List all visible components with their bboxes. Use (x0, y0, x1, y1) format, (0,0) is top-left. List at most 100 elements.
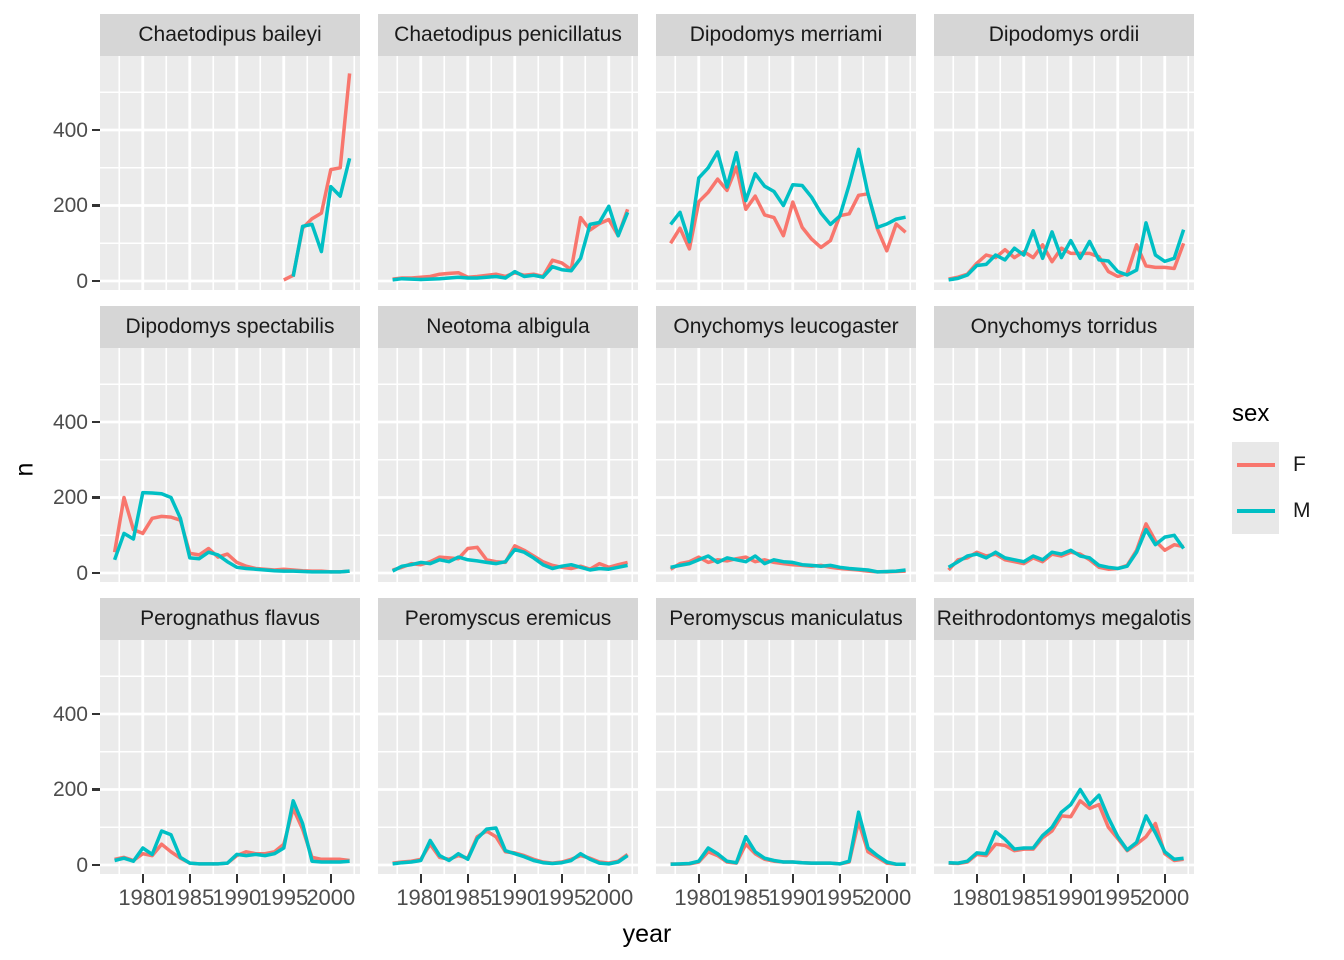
x-tick-label: 1995 (1093, 885, 1143, 910)
series-line-m (392, 826, 629, 866)
x-tick-label: 1980 (396, 885, 446, 910)
facet-strip-title: Peromyscus maniculatus (656, 598, 916, 640)
facet-strip-title: Chaetodipus penicillatus (378, 14, 638, 56)
y-tick-mark (92, 788, 100, 791)
y-tick-mark (92, 204, 100, 207)
facet-strip-title: Dipodomys merriami (656, 14, 916, 56)
y-tick-label: 200 (52, 194, 88, 217)
y-tick-mark (92, 571, 100, 575)
series-line-m (670, 810, 906, 866)
y-tick-mark (92, 863, 100, 867)
facet-panel (378, 53, 638, 290)
facet-strip-title: Peromyscus eremicus (378, 598, 638, 640)
facet-plot-area (378, 53, 638, 290)
y-tick-label: 400 (52, 410, 88, 434)
x-tick-label: 1980 (118, 885, 168, 910)
series-line-m (112, 490, 350, 574)
x-tick-label: 2000 (306, 885, 356, 910)
x-tick-mark (1116, 874, 1120, 883)
legend-title: sex (1232, 400, 1270, 427)
y-tick-mark (92, 128, 100, 132)
facet-strip-title: Onychomys leucogaster (656, 306, 916, 348)
facet-panel (934, 345, 1194, 582)
y-axis-title: n (10, 462, 39, 477)
x-tick-label: 1990 (768, 885, 818, 910)
y-tick-label: 400 (52, 118, 88, 142)
series-line-m (948, 221, 1186, 282)
legend-key-female: F (1232, 442, 1342, 488)
x-tick-mark (282, 874, 286, 883)
x-tick-mark (513, 874, 517, 883)
series-line-f (283, 73, 352, 282)
y-tick-mark (92, 279, 100, 283)
x-tick-label: 1980 (674, 885, 724, 910)
facet-panel (378, 637, 638, 874)
y-tick-mark (92, 420, 100, 424)
facet-panel (378, 345, 638, 582)
x-tick-mark (141, 874, 145, 883)
x-tick-label: 1990 (212, 885, 262, 910)
x-tick-label: 1985 (999, 885, 1049, 910)
series-line-m (391, 547, 628, 573)
legend-swatch-female (1232, 442, 1279, 488)
facet-plot-area (934, 637, 1194, 874)
y-tick-label: 200 (52, 486, 88, 509)
facet-strip-title: Onychomys torridus (934, 306, 1194, 348)
legend: sex F M (1232, 400, 1342, 534)
x-tick-mark (975, 874, 979, 883)
facet-plot-area (100, 637, 360, 874)
x-tick-label: 2000 (1140, 885, 1190, 910)
facet-strip-title: Dipodomys spectabilis (100, 306, 360, 348)
x-tick-mark (607, 874, 611, 883)
legend-label-male: M (1293, 499, 1311, 522)
x-tick-label: 1995 (259, 885, 309, 910)
facet-strip-title: Perognathus flavus (100, 598, 360, 640)
series-line-m (392, 204, 630, 282)
y-tick-mark (92, 712, 100, 716)
x-tick-mark (466, 874, 470, 883)
y-tick-label: 0 (76, 853, 88, 877)
x-tick-mark (235, 874, 239, 883)
x-tick-mark (697, 874, 701, 883)
series-line-m (947, 527, 1186, 571)
x-tick-mark (419, 874, 423, 883)
x-tick-label: 1990 (1046, 885, 1096, 910)
facet-plot-area (378, 637, 638, 874)
x-tick-label: 1980 (952, 885, 1002, 910)
series-line-m (291, 157, 352, 277)
series-line-m (948, 787, 1184, 865)
x-tick-label: 1990 (490, 885, 540, 910)
x-tick-label: 2000 (584, 885, 634, 910)
facet-panel (100, 53, 360, 290)
facet-plot-area (100, 53, 360, 290)
x-tick-mark (1022, 874, 1026, 883)
facet-plot-area (656, 345, 916, 582)
facet-plot-area (656, 637, 916, 874)
y-tick-label: 0 (76, 561, 88, 585)
facet-strip-title: Neotoma albigula (378, 306, 638, 348)
x-tick-label: 1995 (537, 885, 587, 910)
x-tick-mark (329, 874, 333, 883)
x-tick-mark (188, 874, 192, 883)
male-line-sample (1236, 509, 1275, 513)
facet-strip-title: Reithrodontomys megalotis (934, 598, 1194, 640)
y-tick-label: 0 (76, 269, 88, 293)
legend-label-female: F (1293, 453, 1306, 476)
facet-panel (656, 53, 916, 290)
facet-strip-title: Chaetodipus baileyi (100, 14, 360, 56)
x-axis-title: year (622, 920, 672, 948)
legend-key-male: M (1232, 488, 1342, 534)
facet-plot-area (100, 345, 360, 582)
x-tick-mark (744, 874, 748, 883)
x-tick-mark (791, 874, 795, 883)
x-tick-label: 1985 (443, 885, 493, 910)
x-tick-mark (1069, 874, 1073, 883)
series-line-m (114, 799, 350, 866)
series-line-f (114, 806, 350, 866)
facet-plot-area (378, 345, 638, 582)
x-tick-label: 1995 (815, 885, 865, 910)
x-tick-label: 1985 (721, 885, 771, 910)
y-tick-mark (92, 496, 100, 499)
x-tick-mark (885, 874, 889, 883)
